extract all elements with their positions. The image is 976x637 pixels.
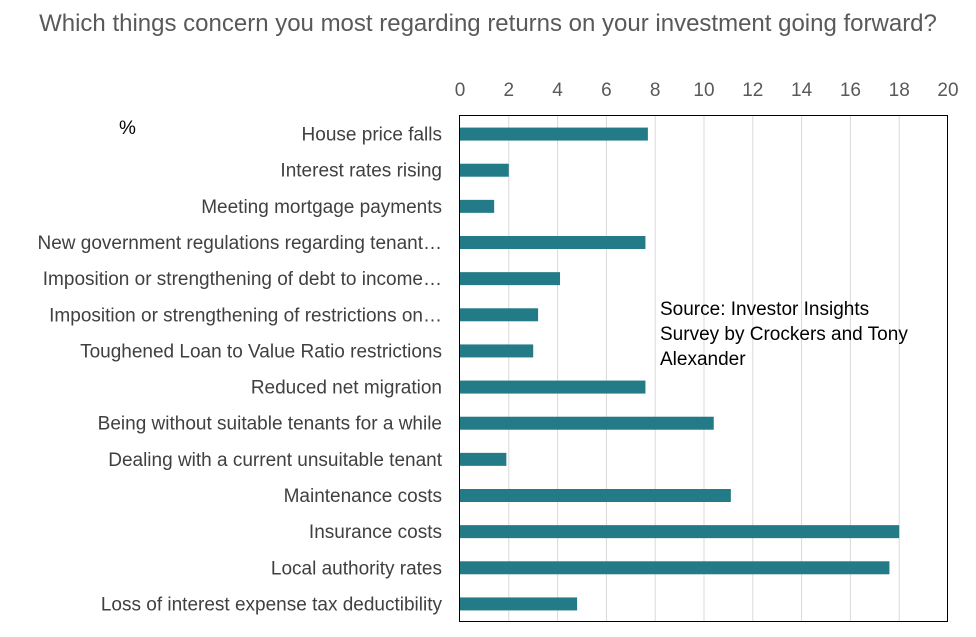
category-label: Interest rates rising — [280, 161, 442, 182]
bar — [460, 452, 507, 466]
bar — [460, 272, 561, 286]
category-label: Meeting mortgage payments — [201, 197, 442, 218]
unit-label: % — [119, 118, 136, 139]
bar — [460, 308, 539, 322]
source-annotation: Source: Investor Insights Survey by Croc… — [660, 299, 908, 370]
x-tick-labels: 0 2 4 6 8 10 12 14 16 18 20 — [455, 80, 959, 101]
category-label: New government regulations regarding ten… — [37, 233, 442, 254]
category-label: Local authority rates — [271, 558, 442, 579]
x-tick-label: 14 — [791, 80, 813, 101]
bar — [460, 416, 714, 430]
category-label: Being without suitable tenants for a whi… — [98, 414, 442, 435]
bar — [460, 380, 646, 394]
x-tick-label: 16 — [840, 80, 861, 101]
category-label: Dealing with a current unsuitable tenant — [108, 450, 442, 471]
plot-frame — [459, 115, 948, 622]
bars — [460, 127, 900, 611]
x-tick-label: 8 — [650, 80, 661, 101]
category-label: Maintenance costs — [284, 486, 442, 507]
x-tick-label: 20 — [937, 80, 958, 101]
x-tick-label: 18 — [889, 80, 910, 101]
bar — [460, 561, 890, 575]
bar — [460, 127, 648, 141]
x-tick-label: 0 — [455, 80, 466, 101]
category-label: Toughened Loan to Value Ratio restrictio… — [80, 341, 442, 362]
chart-title: Which things concern you most regarding … — [39, 10, 937, 37]
bar — [460, 525, 900, 539]
category-label: Loss of interest expense tax deductibili… — [101, 594, 443, 615]
category-label: Imposition or strengthening of debt to i… — [43, 269, 442, 290]
x-tick-label: 12 — [742, 80, 763, 101]
bar — [460, 236, 646, 249]
x-tick-label: 10 — [693, 80, 714, 101]
category-label: House price falls — [302, 125, 442, 146]
category-label: Imposition or strengthening of restricti… — [49, 305, 442, 326]
bar — [460, 344, 534, 358]
bar — [460, 489, 731, 502]
x-tick-label: 4 — [552, 80, 563, 101]
bar — [460, 163, 509, 177]
bar — [460, 597, 578, 611]
bar — [460, 199, 495, 213]
x-tick-label: 2 — [504, 80, 515, 101]
category-label: Reduced net migration — [251, 378, 442, 399]
category-labels: House price falls Interest rates rising Me… — [37, 125, 442, 616]
category-label: Insurance costs — [309, 522, 442, 543]
x-tick-label: 6 — [601, 80, 612, 101]
